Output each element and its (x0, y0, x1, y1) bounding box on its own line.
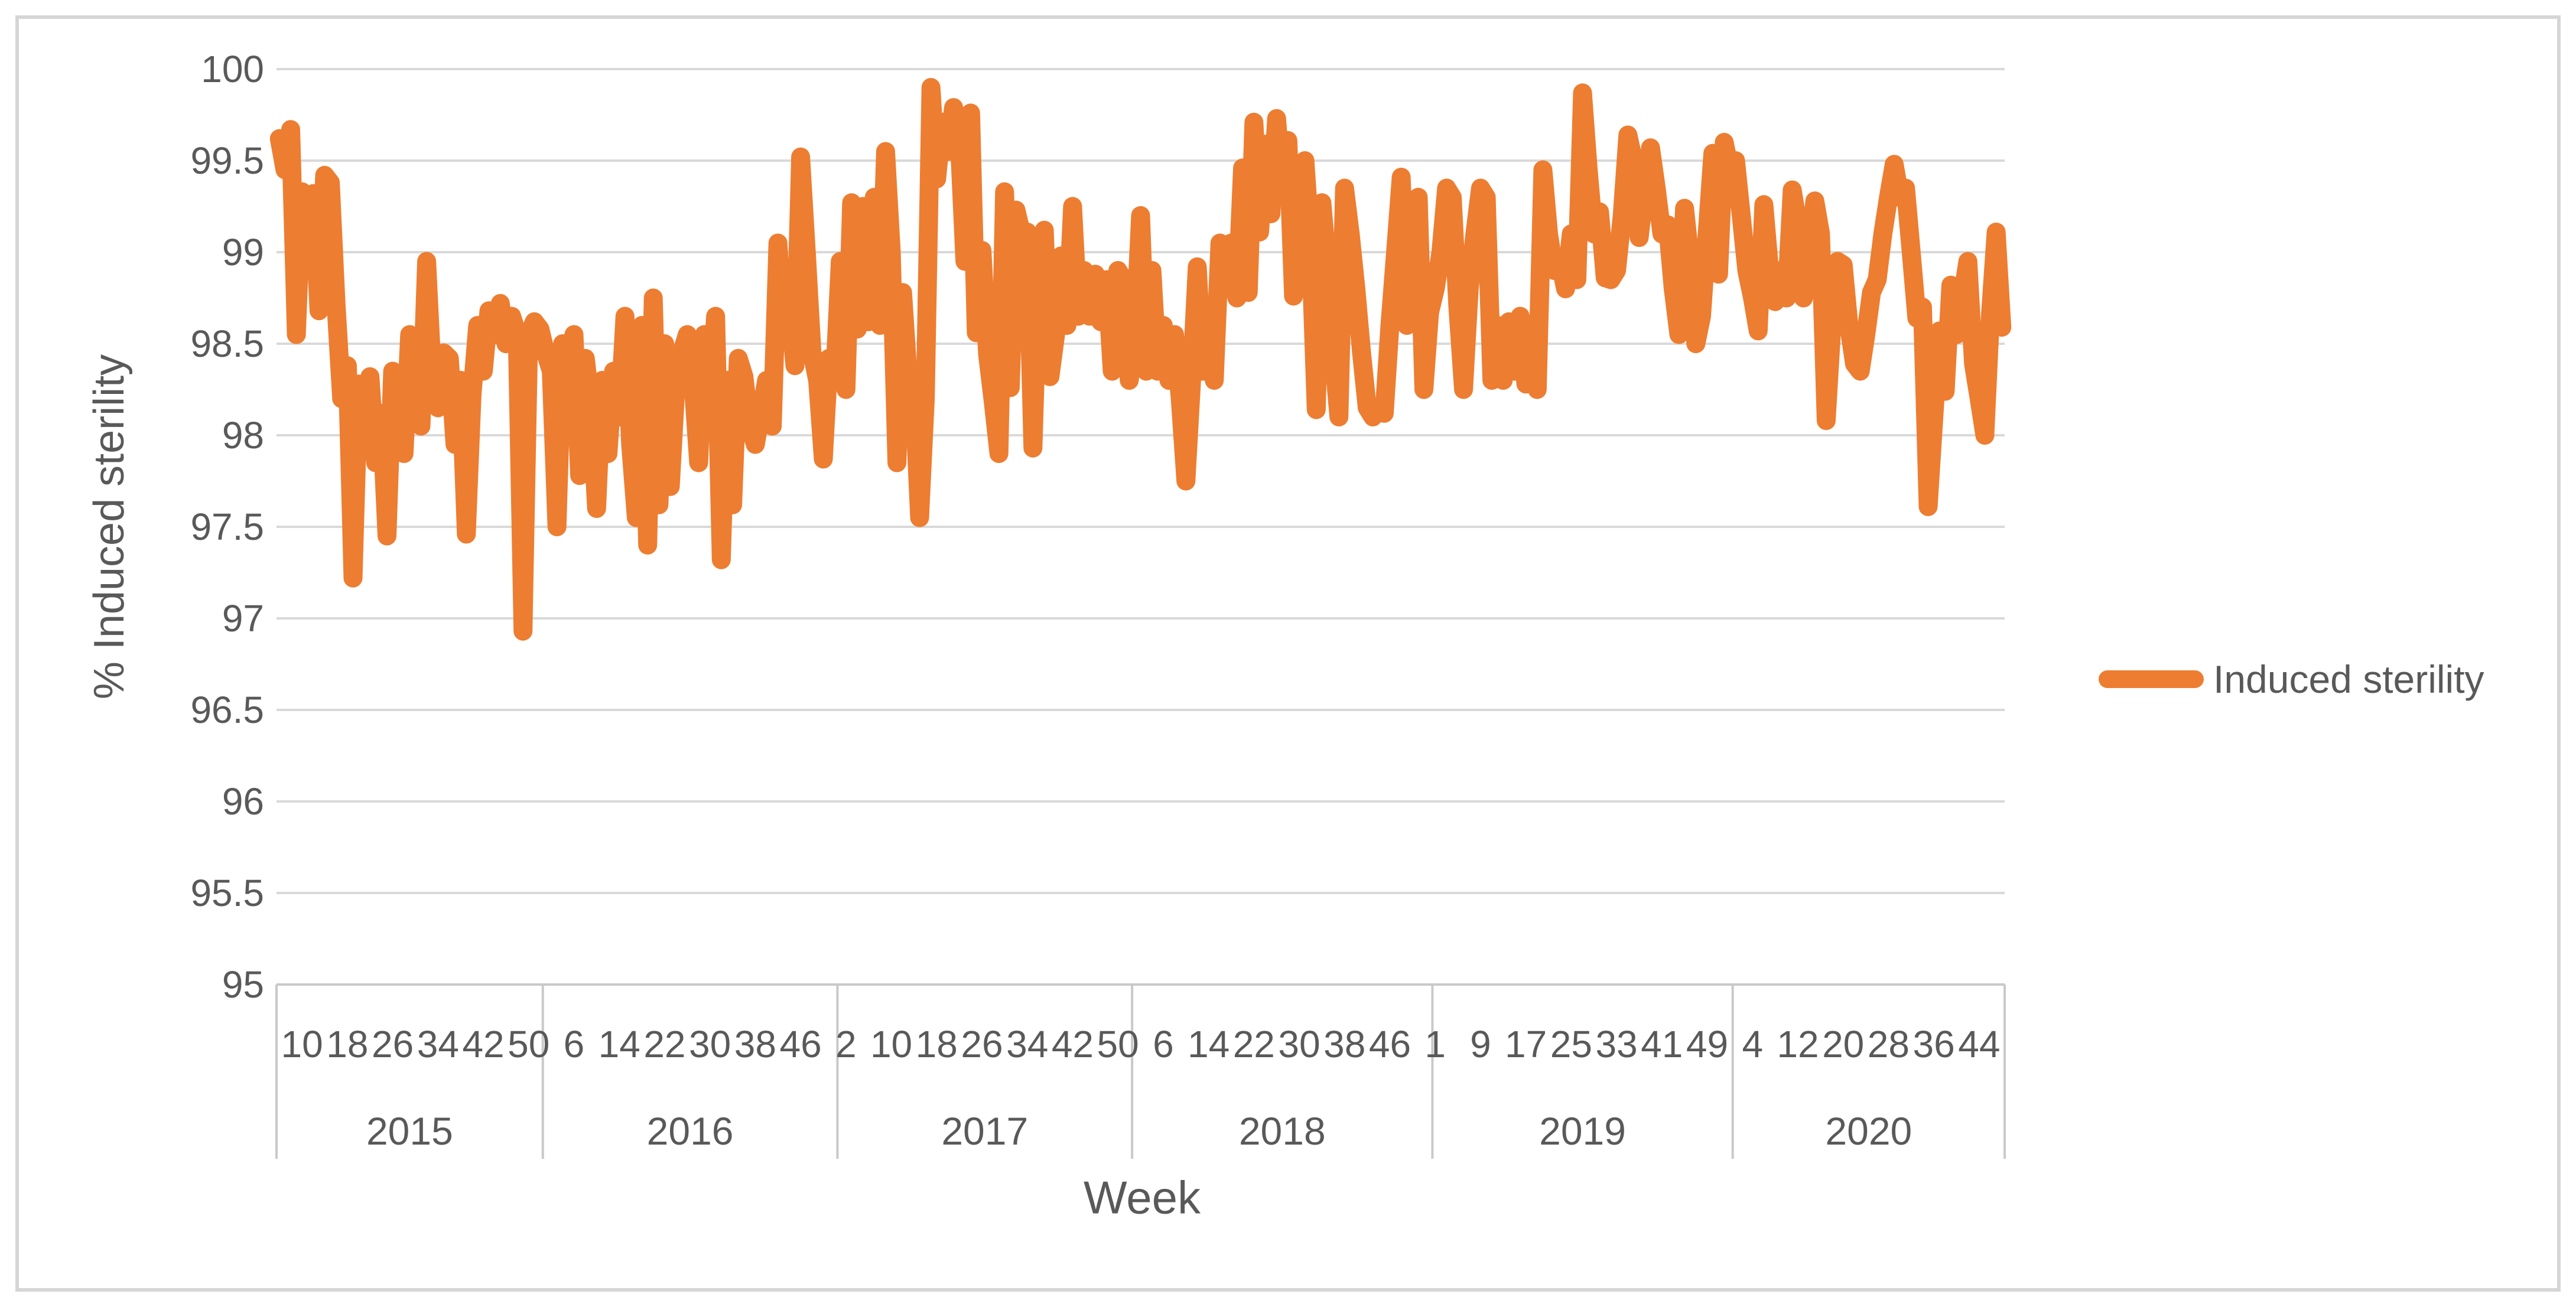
x-tick-year-label: 2020 (1825, 1109, 1912, 1153)
legend-line-swatch-icon (2099, 670, 2204, 688)
y-tick-label: 99 (222, 231, 264, 273)
y-tick-label: 96 (222, 780, 264, 823)
x-tick-week-label: 10 (281, 1023, 323, 1065)
x-tick-week-label: 30 (689, 1023, 731, 1065)
x-tick-week-label: 22 (643, 1023, 685, 1065)
y-tick-label: 97 (222, 597, 264, 640)
x-axis-title: Week (1084, 1171, 1201, 1224)
x-tick-week-label: 50 (1097, 1023, 1139, 1065)
x-tick-week-label: 6 (564, 1023, 585, 1065)
x-tick-week-label: 42 (462, 1023, 504, 1065)
x-tick-week-label: 38 (734, 1023, 776, 1065)
y-tick-label: 97.5 (190, 506, 264, 548)
y-axis-title: % Induced sterility (86, 354, 133, 700)
y-tick-label: 99.5 (190, 139, 264, 182)
x-tick-year-label: 2015 (366, 1109, 453, 1153)
y-tick-label: 95.5 (190, 872, 264, 914)
x-tick-week-label: 44 (1958, 1023, 2000, 1065)
y-tick-label: 95 (222, 963, 264, 1006)
x-tick-week-label: 41 (1641, 1023, 1683, 1065)
x-tick-year-label: 2017 (941, 1109, 1028, 1153)
x-tick-week-label: 14 (599, 1023, 640, 1065)
y-tick-label: 96.5 (190, 689, 264, 731)
x-tick-week-label: 50 (508, 1023, 549, 1065)
x-tick-week-label: 18 (916, 1023, 958, 1065)
x-tick-week-label: 2 (835, 1023, 857, 1065)
y-tick-label: 98 (222, 414, 264, 457)
x-tick-week-label: 12 (1777, 1023, 1819, 1065)
x-tick-week-label: 14 (1188, 1023, 1230, 1065)
x-tick-year-label: 2019 (1539, 1109, 1626, 1153)
x-tick-week-label: 25 (1550, 1023, 1592, 1065)
x-tick-week-label: 34 (417, 1023, 459, 1065)
legend-label: Induced sterility (2213, 657, 2484, 701)
x-tick-week-label: 34 (1006, 1023, 1048, 1065)
x-tick-week-label: 28 (1868, 1023, 1910, 1065)
x-tick-week-label: 33 (1595, 1023, 1637, 1065)
x-tick-year-label: 2018 (1239, 1109, 1326, 1153)
x-tick-week-label: 1 (1424, 1023, 1446, 1065)
y-tick-label: 98.5 (190, 322, 264, 365)
x-tick-week-label: 6 (1153, 1023, 1174, 1065)
x-tick-week-label: 20 (1822, 1023, 1864, 1065)
x-tick-week-label: 30 (1278, 1023, 1320, 1065)
x-tick-week-label: 49 (1686, 1023, 1728, 1065)
x-tick-year-label: 2016 (647, 1109, 734, 1153)
x-tick-week-label: 4 (1742, 1023, 1763, 1065)
series-line-induced-sterility (269, 78, 2012, 641)
x-tick-week-label: 26 (372, 1023, 414, 1065)
x-tick-week-label: 9 (1470, 1023, 1491, 1065)
x-tick-week-label: 22 (1233, 1023, 1275, 1065)
x-tick-week-label: 26 (961, 1023, 1003, 1065)
x-tick-week-label: 38 (1323, 1023, 1365, 1065)
x-tick-week-label: 10 (870, 1023, 912, 1065)
legend: Induced sterility (2099, 657, 2484, 702)
x-tick-week-label: 18 (326, 1023, 368, 1065)
x-tick-week-label: 46 (779, 1023, 821, 1065)
y-tick-label: 100 (201, 48, 264, 90)
x-tick-week-label: 46 (1369, 1023, 1411, 1065)
x-tick-week-label: 17 (1505, 1023, 1547, 1065)
x-tick-week-label: 42 (1052, 1023, 1094, 1065)
x-tick-week-label: 36 (1913, 1023, 1955, 1065)
